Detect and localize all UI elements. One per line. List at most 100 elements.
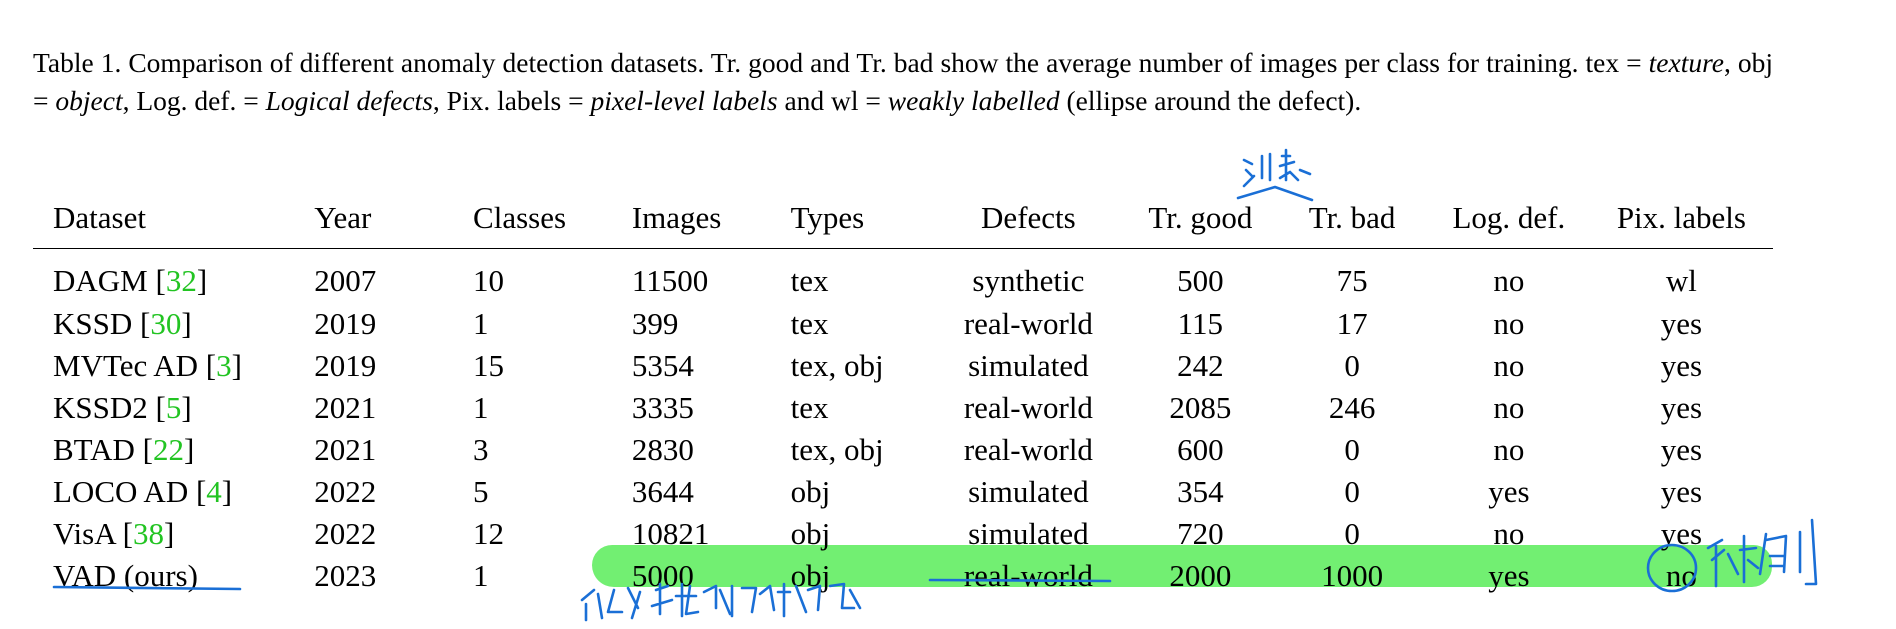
table-row: MVTec AD [3] 2019 15 5354 tex, obj simulated 2…	[33, 345, 1773, 387]
cell-year: 2023	[314, 558, 377, 593]
cell-log-def: no	[1493, 432, 1525, 467]
citation-link[interactable]: 3	[216, 348, 232, 383]
cell-defects: real-world	[963, 390, 1093, 425]
cell-dataset: VAD (ours)	[33, 555, 314, 597]
citation-bracket: ]	[196, 263, 208, 298]
cell-types: obj	[790, 474, 831, 509]
cell-types: obj	[790, 516, 831, 551]
cell-tr-good: 242	[1177, 348, 1224, 383]
cell-pix-labels: yes	[1660, 390, 1703, 425]
cell-log-def: no	[1493, 516, 1525, 551]
header-defects: Defects	[932, 192, 1125, 249]
citation-link[interactable]: 32	[165, 263, 197, 298]
caption-term-weak: weakly labelled	[887, 85, 1060, 116]
cell-tr-good: 500	[1177, 263, 1224, 298]
citation-link[interactable]: 5	[165, 390, 182, 425]
cell-dataset: VisA [38]	[33, 513, 314, 555]
citation-link[interactable]: 22	[152, 432, 184, 467]
cell-images: 2830	[631, 432, 694, 467]
header-tr-good: Tr. good	[1124, 192, 1277, 249]
cell-dataset: LOCO AD [4]	[33, 471, 314, 513]
cell-defects: simulated	[968, 474, 1089, 509]
header-year: Year	[314, 192, 474, 249]
comparison-table: Dataset Year Classes Images Types Defect…	[33, 192, 1773, 597]
citation-bracket: ]	[163, 516, 175, 551]
caption-text: , obj =	[33, 47, 1774, 116]
citation-bracket: ]	[183, 432, 195, 467]
table-row: KSSD [30] 2019 1 399 tex real-world 115 17 no yes	[33, 303, 1773, 345]
cell-defects: simulated	[968, 516, 1089, 551]
header-log-def: Log. def.	[1427, 192, 1590, 249]
cell-images: 11500	[631, 263, 709, 298]
cell-tr-good: 354	[1177, 474, 1224, 509]
cell-year: 2019	[314, 306, 377, 341]
cell-types: tex	[790, 306, 829, 341]
row-highlight-marker	[592, 545, 1772, 587]
dataset-name: VisA [	[53, 516, 133, 551]
cell-classes: 10	[473, 263, 505, 298]
citation-bracket: ]	[181, 306, 192, 341]
caption-term-logical: Logical defects	[265, 85, 433, 116]
handwritten-note-top	[1242, 148, 1312, 188]
cell-tr-good: 600	[1177, 432, 1224, 467]
cell-types: tex	[790, 263, 829, 298]
table-row: BTAD [22] 2021 3 2830 tex, obj real-world 600 0…	[33, 429, 1773, 471]
caption-text: , Pix. labels =	[432, 85, 591, 116]
cell-pix-labels: no	[1665, 558, 1697, 593]
table-header-row: Dataset Year Classes Images Types Defect…	[33, 192, 1773, 249]
cell-tr-good: 115	[1177, 306, 1224, 341]
cell-tr-bad: 0	[1344, 432, 1360, 467]
citation-link[interactable]: 38	[132, 516, 164, 551]
dataset-name: BTAD [	[53, 432, 153, 467]
cell-dataset: KSSD [30]	[33, 303, 314, 345]
caption-text: (ellipse around the defect).	[1059, 85, 1362, 116]
cell-tr-bad: 0	[1344, 348, 1360, 383]
cell-tr-bad: 17	[1336, 306, 1368, 341]
cell-log-def: no	[1493, 263, 1525, 298]
cell-log-def: yes	[1488, 474, 1530, 509]
header-images: Images	[631, 192, 791, 249]
cell-types: tex, obj	[790, 432, 884, 467]
cell-images: 10821	[631, 516, 710, 551]
cell-tr-bad: 1000	[1321, 558, 1384, 593]
caption-term-texture: texture	[1648, 47, 1724, 78]
citation-link[interactable]: 30	[150, 306, 182, 341]
cell-dataset: BTAD [22]	[33, 429, 314, 471]
table-caption: Table 1. Comparison of different anomaly…	[33, 44, 1773, 120]
caption-text: , Log. def. =	[122, 85, 266, 116]
header-pix-labels: Pix. labels	[1589, 192, 1773, 249]
cell-pix-labels: yes	[1660, 348, 1703, 383]
header-types: Types	[790, 192, 933, 249]
cell-year: 2022	[314, 516, 377, 551]
cell-dataset: KSSD2 [5]	[33, 387, 314, 429]
citation-link[interactable]: 4	[206, 474, 222, 509]
dataset-name: DAGM [	[53, 263, 166, 298]
cell-classes: 12	[473, 516, 505, 551]
cell-classes: 1	[473, 390, 489, 425]
cell-year: 2007	[314, 263, 377, 298]
header-dataset: Dataset	[33, 192, 315, 249]
dataset-name: KSSD2 [	[53, 390, 166, 425]
dataset-name: LOCO AD [	[53, 474, 207, 509]
cell-classes: 5	[473, 474, 489, 509]
citation-bracket: ]	[181, 390, 192, 425]
cell-types: tex, obj	[790, 348, 884, 383]
cell-pix-labels: yes	[1660, 474, 1703, 509]
cell-defects: real-world	[963, 558, 1093, 593]
caption-text: Table 1. Comparison of different anomaly…	[33, 47, 1649, 78]
caption-term-pixel: pixel-level labels	[590, 85, 778, 116]
cell-images: 5000	[631, 558, 694, 593]
cell-dataset: MVTec AD [3]	[33, 345, 314, 387]
cell-tr-bad: 75	[1336, 263, 1368, 298]
cell-tr-bad: 0	[1344, 474, 1360, 509]
caption-term-object: object	[55, 85, 123, 116]
cell-defects: real-world	[963, 432, 1093, 467]
cell-images: 3644	[631, 474, 694, 509]
cell-year: 2019	[314, 348, 377, 383]
dataset-name: KSSD [	[53, 306, 151, 341]
header-classes: Classes	[473, 192, 632, 249]
cell-pix-labels: yes	[1660, 306, 1703, 341]
cell-log-def: no	[1493, 390, 1525, 425]
dataset-name: MVTec AD [	[53, 348, 217, 383]
table-row: KSSD2 [5] 2021 1 3335 tex real-world 2085 246 no…	[33, 387, 1773, 429]
